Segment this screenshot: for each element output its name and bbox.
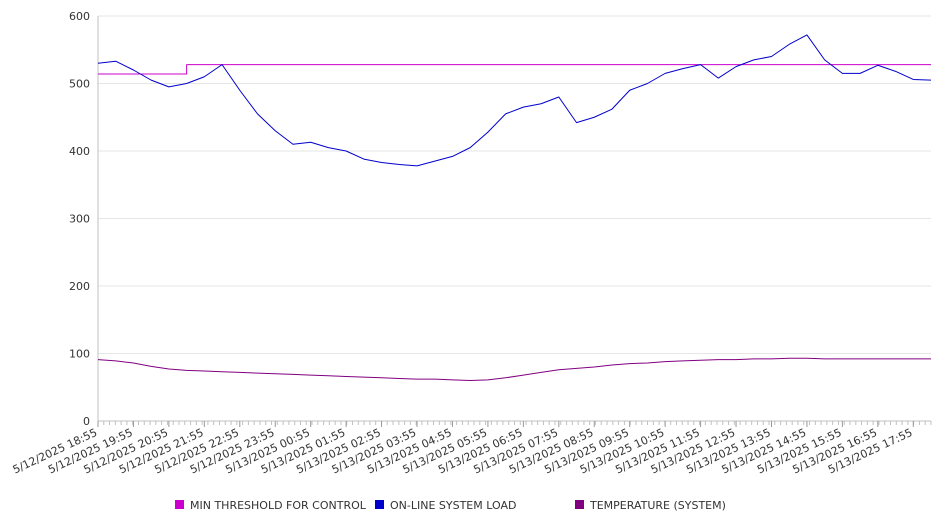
legend-label: TEMPERATURE (SYSTEM) — [589, 499, 726, 512]
series-lines — [97, 34, 932, 381]
legend-swatch — [575, 500, 584, 509]
legend-swatch — [175, 500, 184, 509]
y-tick-label: 100 — [69, 348, 90, 361]
y-tick-label: 0 — [83, 415, 90, 428]
y-tick-label: 400 — [69, 145, 90, 158]
series-line-2 — [97, 34, 932, 167]
y-tick-label: 500 — [69, 78, 90, 91]
legend-label: MIN THRESHOLD FOR CONTROL — [190, 499, 367, 512]
grid-lines — [98, 15, 931, 422]
y-tick-label: 600 — [69, 10, 90, 23]
legend-swatch — [375, 500, 384, 509]
legend-label: ON-LINE SYSTEM LOAD — [390, 499, 516, 512]
series-line-3 — [97, 357, 931, 381]
y-tick-label: 300 — [69, 213, 90, 226]
y-tick-label: 200 — [69, 280, 90, 293]
legend: MIN THRESHOLD FOR CONTROL ON-LINE SYSTEM … — [175, 499, 726, 512]
